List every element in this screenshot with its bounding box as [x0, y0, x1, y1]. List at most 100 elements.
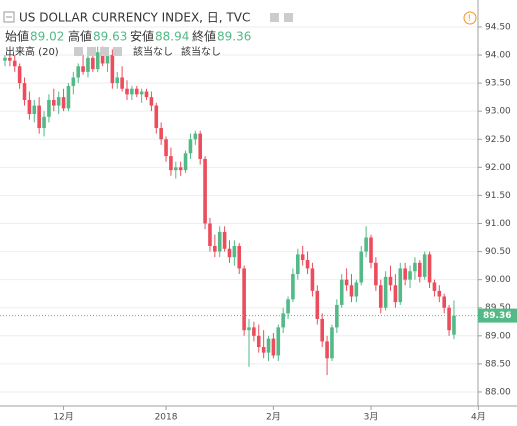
indicator-icon[interactable]: [113, 47, 122, 56]
candle-body: [388, 276, 393, 286]
low-label: 安値: [130, 29, 154, 44]
candle-body: [193, 133, 198, 140]
candle-body: [271, 338, 276, 356]
candle-body: [247, 327, 251, 331]
close-icon[interactable]: [284, 13, 293, 22]
plot-area: [0, 26, 478, 393]
chart-title: US DOLLAR CURRENCY INDEX, 日, TVC: [19, 11, 250, 25]
candle-body: [403, 268, 407, 280]
candle-body: [232, 245, 237, 258]
candle-body: [374, 262, 378, 286]
candle-body: [125, 88, 129, 95]
candle-body: [335, 304, 339, 328]
indicator-name: 出来高 (20): [5, 45, 59, 58]
x-tick-label: 2018: [155, 413, 178, 423]
candle-body: [325, 341, 329, 359]
high-label: 高値: [68, 29, 92, 44]
candle-body: [169, 156, 173, 171]
candle-body: [154, 105, 159, 129]
indicator-value: 該当なし: [133, 45, 173, 58]
candle-body: [266, 338, 271, 353]
candle-body: [12, 60, 17, 67]
candle-body: [281, 313, 285, 328]
low-value: 88.94: [155, 30, 189, 44]
candle-body: [305, 259, 310, 269]
candle-body: [359, 251, 364, 283]
indicator-icon[interactable]: [74, 47, 83, 56]
x-tick-label: 3月: [364, 412, 379, 423]
candle-body: [105, 55, 110, 64]
indicator-icon[interactable]: [87, 47, 96, 56]
indicator-value: 該当なし: [181, 45, 221, 58]
candle-body: [66, 85, 71, 109]
candle-body: [237, 245, 242, 269]
y-tick-label: 90.50: [485, 247, 511, 257]
candle-body: [222, 231, 227, 249]
alert-mark: !: [468, 14, 472, 24]
candle-body: [8, 57, 12, 61]
candle-body: [227, 248, 232, 258]
candle-body: [442, 296, 446, 308]
candle-body: [164, 139, 168, 157]
candle-body: [286, 299, 290, 314]
candle-body: [56, 97, 61, 106]
candle-body: [393, 285, 398, 303]
candle-body: [130, 88, 134, 95]
candle-body: [37, 105, 41, 129]
alert-icon[interactable]: [463, 11, 477, 25]
candle-body: [110, 55, 115, 84]
indicator-icon[interactable]: [100, 47, 109, 56]
candle-body: [383, 276, 388, 308]
candle-body: [71, 77, 76, 86]
candle-body: [22, 83, 27, 100]
candle-body: [276, 327, 281, 356]
settings-icon[interactable]: [270, 13, 279, 22]
candle-body: [427, 254, 432, 283]
candle-body: [208, 223, 212, 246]
candle-body: [354, 282, 359, 297]
y-tick-label: 89.50: [485, 303, 511, 313]
candle-body: [408, 271, 412, 280]
candle-body: [159, 128, 163, 140]
candle-body: [291, 274, 295, 300]
candle-body: [134, 88, 139, 95]
y-tick-label: 92.00: [485, 163, 511, 173]
candle-body: [86, 57, 90, 72]
candle-body: [91, 57, 95, 70]
candle-body: [52, 99, 56, 106]
candle-body: [398, 268, 403, 303]
x-tick-label: 12月: [53, 412, 73, 423]
candle-body: [349, 285, 354, 297]
candle-body: [422, 254, 427, 277]
candle-body: [330, 327, 334, 359]
y-tick-label: 89.00: [485, 331, 511, 341]
candle-body: [242, 268, 246, 331]
x-tick-label: 2月: [266, 412, 281, 423]
candle-body: [369, 237, 373, 263]
close-label: 終値: [192, 29, 216, 44]
candle-body: [310, 268, 315, 291]
candle-body: [432, 282, 437, 291]
candle-body: [139, 91, 144, 95]
candle-body: [413, 262, 417, 272]
candle-body: [17, 66, 22, 84]
y-tick-label: 88.50: [485, 359, 511, 369]
y-tick-label: 94.00: [485, 51, 511, 61]
candle-body: [252, 327, 256, 336]
candle-body: [183, 153, 188, 171]
y-tick-label: 91.00: [485, 219, 511, 229]
collapse-icon[interactable]: [3, 11, 15, 23]
candle-body: [76, 66, 80, 78]
candle-body: [174, 167, 178, 171]
candle-body: [61, 97, 66, 109]
y-tick-label: 91.50: [485, 191, 511, 201]
candle-body: [296, 254, 300, 275]
candle-body: [320, 318, 324, 342]
candle-body: [364, 237, 368, 252]
candle-body: [418, 262, 422, 277]
candle-body: [203, 158, 207, 224]
candle-body: [437, 290, 442, 297]
open-label: 始値: [5, 29, 29, 44]
y-tick-label: 92.50: [485, 135, 511, 145]
